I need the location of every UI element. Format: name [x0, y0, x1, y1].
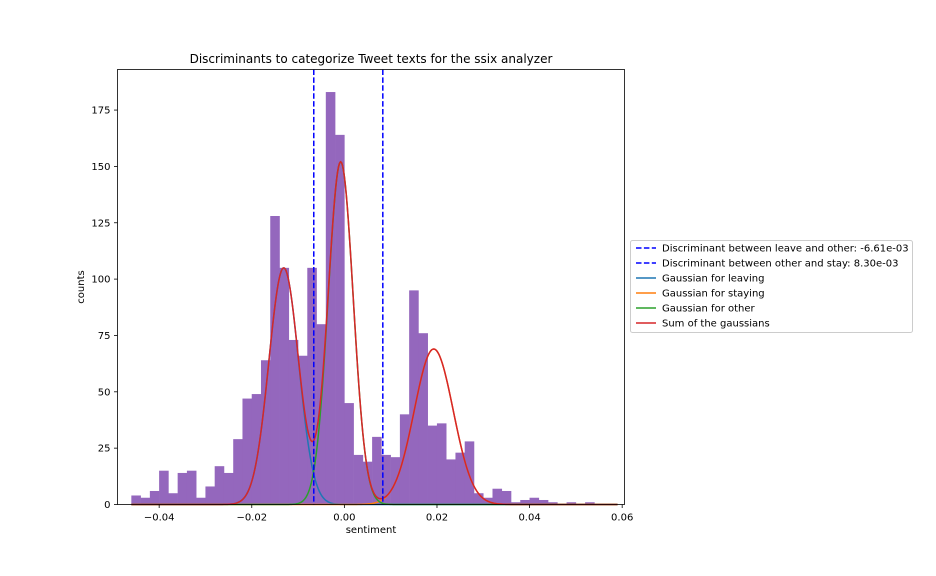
- histogram-bar: [205, 486, 215, 505]
- histogram-bar: [372, 436, 382, 505]
- histogram-bar: [492, 488, 503, 505]
- legend: Discriminant between leave and other: -6…: [630, 240, 913, 333]
- histogram-bar: [399, 414, 410, 505]
- histogram-bar: [538, 499, 549, 505]
- x-axis-ticks: −0.04 −0.02 0.00 0.02 0.04 0.06: [144, 504, 633, 524]
- histogram-bar: [362, 461, 373, 505]
- histogram-bar: [223, 472, 234, 505]
- histogram-bar: [409, 290, 419, 505]
- histogram-bar: [353, 454, 364, 505]
- legend-label: Gaussian for leaving: [662, 274, 764, 285]
- histogram-bar: [446, 459, 456, 505]
- x-axis-label: sentiment: [346, 525, 397, 536]
- legend-box: [630, 240, 913, 333]
- histogram-bar: [177, 472, 188, 505]
- y-tick-label: 75: [98, 331, 111, 342]
- histogram-bar: [270, 216, 280, 505]
- histogram-bar: [418, 333, 428, 505]
- histogram-bar: [566, 502, 577, 505]
- histogram-bar: [149, 490, 160, 505]
- histogram-bar: [585, 502, 595, 505]
- histogram-bar: [344, 403, 354, 505]
- histogram-bar: [436, 423, 447, 505]
- legend-label: Discriminant between other and stay: 8.3…: [662, 259, 898, 270]
- y-tick-label: 25: [98, 444, 111, 455]
- histogram-bar: [427, 425, 438, 505]
- y-tick-label: 50: [98, 387, 111, 398]
- histogram-bar: [242, 398, 253, 505]
- y-tick-label: 100: [91, 275, 110, 286]
- x-tick-label: −0.04: [144, 513, 175, 524]
- legend-label: Gaussian for other: [662, 304, 756, 315]
- y-tick-label: 125: [91, 218, 110, 229]
- histogram-bar: [298, 355, 308, 505]
- histogram-bar: [159, 470, 169, 505]
- histogram-bar: [325, 92, 336, 505]
- histogram-bar: [548, 502, 558, 505]
- histogram-bar: [529, 497, 540, 505]
- histogram-bar: [251, 394, 262, 505]
- histogram-bar: [520, 499, 530, 505]
- histogram-bar: [168, 493, 178, 505]
- histogram-bar: [196, 497, 206, 505]
- plot-frame: [117, 69, 625, 505]
- y-axis-label: counts: [76, 270, 87, 303]
- x-tick-label: −0.02: [236, 513, 267, 524]
- y-axis-ticks: 0 25 50 75 100 125 150 175: [91, 106, 118, 511]
- histogram-bar: [511, 502, 521, 505]
- discriminant-lines: [313, 69, 384, 505]
- legend-label: Gaussian for staying: [662, 289, 765, 300]
- histogram-bar: [381, 454, 391, 505]
- histogram-bar: [288, 339, 299, 505]
- histogram-bars: [131, 92, 595, 505]
- histogram-bar: [455, 452, 466, 505]
- histogram-bar: [233, 439, 243, 505]
- histogram-bar: [186, 470, 197, 505]
- legend-label: Discriminant between leave and other: -6…: [662, 244, 909, 255]
- histogram-bar: [307, 267, 317, 505]
- histogram-bar: [501, 490, 512, 505]
- histogram-bar: [464, 441, 475, 505]
- legend-label: Sum of the gaussians: [662, 319, 770, 330]
- x-tick-label: 0.02: [426, 513, 448, 524]
- histogram-bar: [316, 324, 327, 505]
- histogram-bar: [279, 267, 290, 505]
- histogram-bar: [473, 493, 484, 505]
- histogram-bar: [140, 497, 151, 505]
- histogram-bar: [131, 495, 141, 505]
- y-tick-label: 175: [91, 106, 110, 117]
- y-tick-label: 0: [104, 500, 110, 511]
- histogram-bar: [335, 134, 345, 505]
- chart-title: Discriminants to categorize Tweet texts …: [190, 52, 553, 66]
- x-tick-label: 0.06: [611, 513, 633, 524]
- histogram-bar: [214, 466, 225, 505]
- histogram-bar: [260, 360, 271, 505]
- y-tick-label: 150: [91, 162, 110, 173]
- x-tick-label: 0.00: [333, 513, 355, 524]
- x-tick-label: 0.04: [518, 513, 540, 524]
